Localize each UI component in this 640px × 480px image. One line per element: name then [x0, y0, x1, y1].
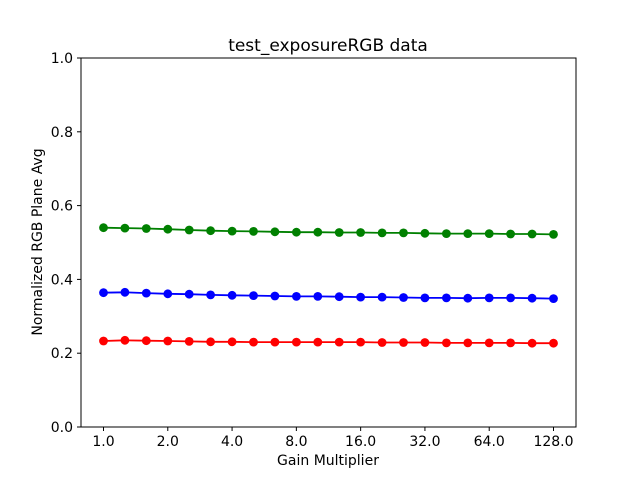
data-point-blue-plane	[420, 293, 430, 303]
y-tick-label: 0.4	[51, 272, 73, 288]
data-point-red-plane	[356, 337, 365, 347]
data-point-green-plane	[334, 228, 344, 237]
series-line-red-plane	[103, 339, 554, 345]
data-point-green-plane	[270, 227, 280, 237]
data-point-green-plane	[549, 230, 558, 239]
data-point-blue-plane	[484, 293, 494, 303]
data-point-blue-plane	[506, 293, 515, 303]
data-point-blue-plane	[549, 294, 558, 303]
data-point-green-plane	[463, 229, 473, 239]
data-point-red-plane	[270, 337, 280, 347]
data-point-green-plane	[184, 225, 194, 235]
data-point-green-plane	[227, 226, 237, 236]
y-tick-label: 1.0	[51, 51, 73, 67]
data-point-red-plane	[120, 335, 130, 345]
data-point-blue-plane	[356, 292, 365, 302]
data-point-green-plane	[527, 229, 537, 239]
y-tick-label: 0.6	[51, 199, 73, 215]
axis-ticks: 1.0 2.0 4.0 8.0 16.0 32.0 64.0 128.0 0.0 0.2 0.4 0.…	[51, 51, 574, 450]
data-point-red-plane	[334, 337, 344, 347]
data-point-red-plane	[292, 337, 301, 347]
data-point-blue-plane	[463, 293, 473, 303]
data-point-red-plane	[184, 337, 194, 346]
x-tick-label: 32.0	[409, 434, 440, 450]
chart-title: test_exposureRGB data	[228, 36, 428, 56]
data-point-green-plane	[249, 227, 258, 236]
y-tick-label: 0.2	[51, 346, 73, 362]
data-point-green-plane	[377, 228, 387, 238]
data-point-red-plane	[527, 338, 537, 348]
x-tick-label: 16.0	[345, 434, 376, 450]
data-point-red-plane	[549, 338, 558, 348]
x-tick-label: 4.0	[221, 434, 243, 450]
data-point-green-plane	[442, 229, 451, 239]
data-point-blue-plane	[249, 291, 258, 300]
data-point-green-plane	[506, 229, 515, 239]
y-tick-label: 0.8	[51, 125, 73, 141]
data-point-blue-plane	[120, 287, 130, 297]
data-point-blue-plane	[227, 290, 237, 300]
data-point-green-plane	[206, 226, 216, 236]
data-point-red-plane	[206, 337, 216, 347]
data-point-green-plane	[141, 224, 151, 233]
data-point-red-plane	[484, 338, 494, 348]
data-point-red-plane	[420, 338, 430, 347]
x-axis-label: Gain Multiplier	[277, 453, 379, 469]
data-point-blue-plane	[527, 293, 537, 303]
data-point-blue-plane	[206, 290, 216, 300]
data-point-green-plane	[120, 223, 130, 233]
data-point-green-plane	[399, 228, 408, 238]
data-point-blue-plane	[184, 289, 194, 299]
data-point-red-plane	[99, 336, 108, 346]
data-point-blue-plane	[334, 292, 344, 302]
x-tick-label: 2.0	[157, 434, 179, 450]
data-point-green-plane	[292, 227, 301, 237]
data-point-red-plane	[249, 337, 258, 347]
data-point-blue-plane	[141, 288, 151, 298]
y-tick-label: 0.0	[51, 420, 73, 436]
x-tick-label: 128.0	[533, 434, 573, 450]
data-point-blue-plane	[399, 293, 408, 302]
x-tick-label: 64.0	[474, 434, 505, 450]
data-point-green-plane	[313, 227, 323, 237]
data-point-blue-plane	[377, 292, 387, 302]
data-point-green-plane	[356, 228, 365, 237]
data-point-green-plane	[99, 223, 108, 233]
data-point-red-plane	[141, 336, 151, 346]
data-point-blue-plane	[292, 292, 301, 301]
data-point-red-plane	[506, 338, 515, 348]
data-point-blue-plane	[313, 292, 323, 301]
plot-border	[80, 57, 577, 428]
data-point-blue-plane	[163, 289, 173, 299]
series-line-green-plane	[103, 226, 554, 236]
y-axis-label: Normalized RGB Plane Avg	[30, 148, 46, 335]
data-point-red-plane	[227, 337, 237, 347]
data-point-blue-plane	[442, 293, 451, 303]
data-point-red-plane	[377, 338, 387, 347]
data-point-green-plane	[484, 229, 494, 239]
series-line-blue-plane	[103, 291, 554, 300]
data-point-green-plane	[420, 228, 430, 238]
data-point-red-plane	[442, 338, 451, 348]
data-point-green-plane	[163, 224, 173, 234]
data-point-red-plane	[399, 338, 408, 347]
data-point-blue-plane	[99, 288, 108, 298]
x-tick-label: 8.0	[285, 434, 307, 450]
data-point-blue-plane	[270, 291, 280, 301]
data-point-red-plane	[463, 338, 473, 348]
data-point-red-plane	[313, 337, 323, 347]
data-series	[99, 223, 558, 348]
data-point-red-plane	[163, 336, 173, 346]
x-tick-label: 1.0	[92, 434, 114, 450]
